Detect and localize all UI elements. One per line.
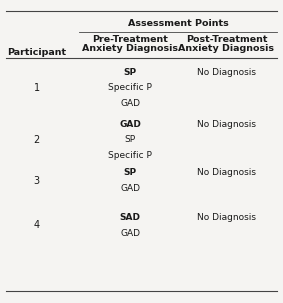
- Text: No Diagnosis: No Diagnosis: [197, 168, 256, 177]
- Text: GAD: GAD: [120, 229, 140, 238]
- Text: Participant: Participant: [7, 48, 66, 57]
- Text: Anxiety Diagnosis: Anxiety Diagnosis: [82, 44, 178, 53]
- Text: 3: 3: [34, 175, 40, 186]
- Text: SAD: SAD: [120, 213, 141, 222]
- Text: 1: 1: [34, 83, 40, 93]
- Text: Specific P: Specific P: [108, 83, 152, 92]
- Text: GAD: GAD: [120, 184, 140, 193]
- Text: Anxiety Diagnosis: Anxiety Diagnosis: [178, 44, 275, 53]
- Text: SP: SP: [124, 168, 137, 177]
- Text: Assessment Points: Assessment Points: [128, 18, 229, 28]
- Text: Post-Treatment: Post-Treatment: [186, 35, 267, 45]
- Text: Pre-Treatment: Pre-Treatment: [92, 35, 168, 45]
- Text: Specific P: Specific P: [108, 151, 152, 160]
- Text: No Diagnosis: No Diagnosis: [197, 213, 256, 222]
- Text: GAD: GAD: [120, 99, 140, 108]
- Text: SP: SP: [125, 135, 136, 145]
- Text: 2: 2: [34, 135, 40, 145]
- Text: No Diagnosis: No Diagnosis: [197, 68, 256, 77]
- Text: No Diagnosis: No Diagnosis: [197, 120, 256, 129]
- Text: 4: 4: [34, 220, 40, 231]
- Text: SP: SP: [124, 68, 137, 77]
- Text: GAD: GAD: [119, 120, 141, 129]
